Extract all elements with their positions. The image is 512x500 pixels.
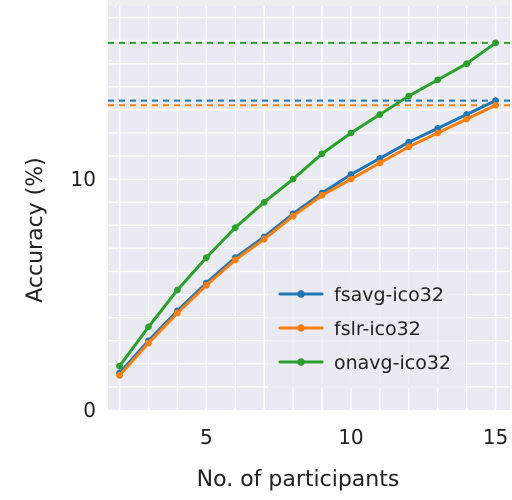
legend-marker-fslr-ico32 [297,324,305,332]
series-lines [116,39,499,379]
x-tick-label: 5 [200,425,213,449]
data-point-onavg-ico32 [289,175,297,183]
data-point-fslr-ico32 [260,235,268,243]
data-point-onavg-ico32 [231,224,239,232]
data-point-onavg-ico32 [174,286,181,294]
series-line-onavg-ico32 [118,41,498,368]
legend-marker-fsavg-ico32 [297,290,305,298]
data-point-onavg-ico32 [318,150,326,158]
data-point-fslr-ico32 [318,191,326,199]
data-point-fslr-ico32 [231,256,239,264]
data-point-fslr-ico32 [202,281,210,289]
legend: fsavg-ico32 fslr-ico32 onavg-ico32 [266,272,466,388]
legend-label-fslr-ico32: fslr-ico32 [334,318,421,340]
data-point-fslr-ico32 [463,115,471,123]
data-point-fslr-ico32 [174,309,181,317]
data-point-onavg-ico32 [116,362,123,370]
data-point-onavg-ico32 [145,323,152,331]
data-point-onavg-ico32 [463,60,471,68]
data-point-fslr-ico32 [376,159,384,167]
x-tick-label: 10 [338,425,363,449]
data-point-onavg-ico32 [347,129,355,137]
series-line-fslr-ico32 [118,103,498,377]
legend-label-fsavg-ico32: fsavg-ico32 [334,284,444,306]
legend-box [266,272,466,388]
data-point-fslr-ico32 [347,175,355,183]
data-point-onavg-ico32 [376,111,384,118]
data-point-onavg-ico32 [202,254,210,262]
legend-marker-onavg-ico32 [297,358,305,366]
data-point-onavg-ico32 [434,76,442,84]
data-point-onavg-ico32 [260,198,268,206]
y-tick-label: 10 [71,167,96,191]
x-axis-label: No. of participants [197,467,400,492]
series-line-fsavg-ico32 [118,99,498,375]
axis-ticks: 5 10 15 0 10 [71,167,509,449]
data-point-fslr-ico32 [405,143,413,151]
reference-lines [108,41,510,107]
data-point-fslr-ico32 [434,129,442,137]
data-point-fslr-ico32 [116,371,123,379]
chart-top-strip [108,0,510,6]
x-tick-label: 15 [483,425,508,449]
legend-label-onavg-ico32: onavg-ico32 [334,352,451,374]
data-point-fslr-ico32 [145,339,152,347]
data-point-onavg-ico32 [492,39,499,47]
y-tick-label: 0 [83,398,96,422]
data-point-fslr-ico32 [289,212,297,220]
y-axis-label: Accuracy (%) [23,157,48,303]
data-point-fslr-ico32 [492,101,499,109]
data-point-onavg-ico32 [405,92,413,100]
